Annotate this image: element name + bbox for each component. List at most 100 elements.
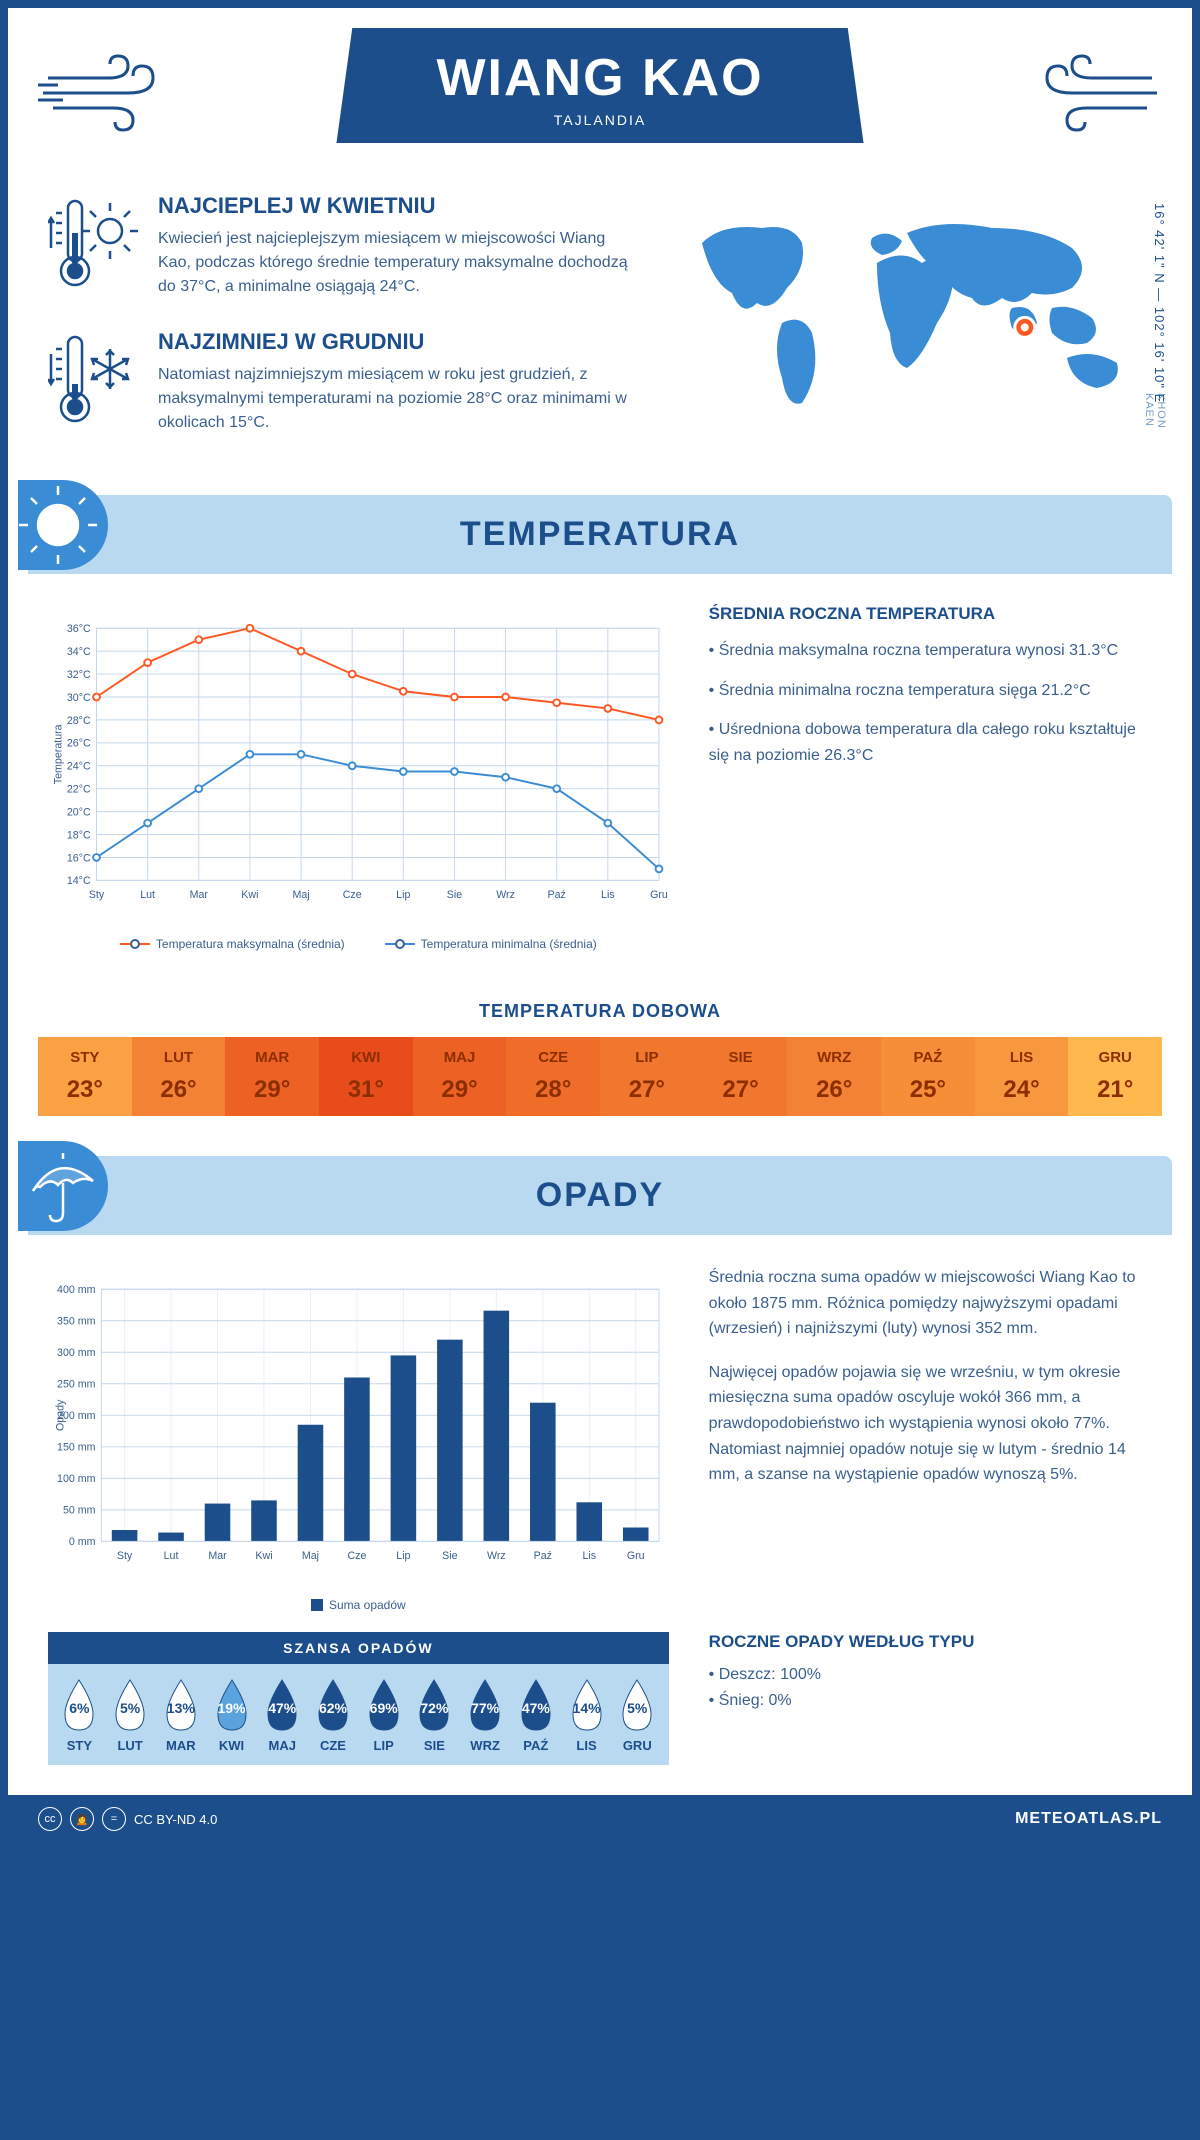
intro-text-column: NAJCIEPLEJ W KWIETNIU Kwiecień jest najc…: [48, 193, 642, 465]
svg-text:Sie: Sie: [442, 1550, 457, 1562]
svg-text:350 mm: 350 mm: [57, 1316, 96, 1328]
svg-text:Sty: Sty: [89, 889, 105, 901]
legend-max: Temperatura maksymalna (średnia): [156, 937, 345, 951]
precip-para-1: Średnia roczna suma opadów w miejscowośc…: [709, 1265, 1152, 1342]
temperature-chart: 14°C 16°C 18°C 20°C 22°C 24°C 26°C 28°C 30°C 32°C…: [48, 604, 669, 924]
wind-icon: [1032, 48, 1162, 138]
chance-cell: 47% MAJ: [257, 1676, 308, 1753]
daily-cell: MAR 29°: [225, 1037, 319, 1116]
infographic-page: WIANG KAO TAJLANDIA: [8, 8, 1192, 1843]
temp-legend: Temperatura maksymalna (średnia) Tempera…: [48, 937, 669, 951]
daily-cell: MAJ 29°: [413, 1037, 507, 1116]
svg-text:Sie: Sie: [447, 889, 462, 901]
svg-text:Mar: Mar: [190, 889, 209, 901]
precip-title: OPADY: [28, 1176, 1172, 1215]
precip-types: ROCZNE OPADY WEDŁUG TYPU • Deszcz: 100% …: [709, 1632, 1152, 1765]
precip-chart: 0 mm50 mm100 mm150 mm200 mm250 mm300 mm3…: [48, 1265, 669, 1585]
warmest-block: NAJCIEPLEJ W KWIETNIU Kwiecień jest najc…: [48, 193, 642, 299]
temperature-body: 14°C 16°C 18°C 20°C 22°C 24°C 26°C 28°C 30°C 32°C…: [8, 574, 1192, 981]
svg-text:Lip: Lip: [396, 889, 410, 901]
precip-legend-label: Suma opadów: [329, 1598, 406, 1612]
svg-text:Lis: Lis: [601, 889, 615, 901]
svg-text:Lis: Lis: [582, 1550, 596, 1562]
chance-cell: 62% CZE: [308, 1676, 359, 1753]
chance-cell: 47% PAŹ: [510, 1676, 561, 1753]
svg-text:Kwi: Kwi: [241, 889, 258, 901]
chance-cell: 5% LUT: [105, 1676, 156, 1753]
nd-icon: =: [102, 1807, 126, 1831]
temp-stat-1: • Średnia maksymalna roczna temperatura …: [709, 638, 1152, 664]
svg-text:26°C: 26°C: [67, 738, 91, 750]
precip-types-title: ROCZNE OPADY WEDŁUG TYPU: [709, 1632, 1152, 1652]
svg-text:22°C: 22°C: [67, 784, 91, 796]
precip-para-2: Najwięcej opadów pojawia się we wrześniu…: [709, 1360, 1152, 1488]
svg-text:Lip: Lip: [396, 1550, 410, 1562]
svg-text:Maj: Maj: [302, 1550, 319, 1562]
daily-cell: KWI 31°: [319, 1037, 413, 1116]
svg-text:28°C: 28°C: [67, 715, 91, 727]
precip-section-header: OPADY: [28, 1156, 1172, 1235]
svg-text:34°C: 34°C: [67, 646, 91, 658]
svg-text:Gru: Gru: [627, 1550, 645, 1562]
svg-text:100 mm: 100 mm: [57, 1473, 96, 1485]
temperature-section-header: TEMPERATURA: [28, 495, 1172, 574]
region-label: KHON KAEN: [1143, 393, 1167, 465]
svg-text:24°C: 24°C: [67, 761, 91, 773]
precip-legend: Suma opadów: [48, 1598, 669, 1612]
footer: cc 🙍 = CC BY-ND 4.0 METEOATLAS.PL: [8, 1795, 1192, 1843]
precip-type-2: • Śnieg: 0%: [709, 1688, 1152, 1714]
svg-text:400 mm: 400 mm: [57, 1284, 96, 1296]
daily-cell: CZE 28°: [506, 1037, 600, 1116]
svg-text:Paź: Paź: [534, 1550, 552, 1562]
svg-text:30°C: 30°C: [67, 692, 91, 704]
coldest-block: NAJZIMNIEJ W GRUDNIU Natomiast najzimnie…: [48, 329, 642, 435]
license-text: CC BY-ND 4.0: [134, 1812, 217, 1827]
precip-body: 0 mm50 mm100 mm150 mm200 mm250 mm300 mm3…: [8, 1235, 1192, 1632]
svg-text:Paź: Paź: [548, 889, 566, 901]
svg-text:20°C: 20°C: [67, 806, 91, 818]
svg-text:Cze: Cze: [347, 1550, 366, 1562]
svg-text:50 mm: 50 mm: [63, 1505, 96, 1517]
chance-cell: 72% SIE: [409, 1676, 460, 1753]
header: WIANG KAO TAJLANDIA: [8, 8, 1192, 173]
svg-text:250 mm: 250 mm: [57, 1379, 96, 1391]
svg-text:300 mm: 300 mm: [57, 1347, 96, 1359]
by-icon: 🙍: [70, 1807, 94, 1831]
daily-cell: LIS 24°: [975, 1037, 1069, 1116]
chance-row: 6% STY 5% LUT 13% MAR 19%: [48, 1664, 669, 1765]
chance-cell: 5% GRU: [612, 1676, 663, 1753]
svg-text:32°C: 32°C: [67, 669, 91, 681]
chance-title: SZANSA OPADÓW: [48, 1632, 669, 1664]
header-banner: WIANG KAO TAJLANDIA: [336, 28, 863, 143]
svg-text:Lut: Lut: [140, 889, 155, 901]
temp-stat-3: • Uśredniona dobowa temperatura dla całe…: [709, 717, 1152, 768]
thermometer-cold-icon: [48, 329, 138, 429]
temp-stat-2: • Średnia minimalna roczna temperatura s…: [709, 678, 1152, 704]
daily-cell: LUT 26°: [132, 1037, 226, 1116]
thermometer-hot-icon: [48, 193, 138, 293]
svg-text:Lut: Lut: [164, 1550, 179, 1562]
footer-license: cc 🙍 = CC BY-ND 4.0: [38, 1807, 217, 1831]
svg-text:16°C: 16°C: [67, 852, 91, 864]
chance-table: SZANSA OPADÓW 6% STY 5% LUT 13%: [48, 1632, 669, 1765]
svg-text:0 mm: 0 mm: [69, 1536, 96, 1548]
legend-min: Temperatura minimalna (średnia): [421, 937, 597, 951]
daily-cell: SIE 27°: [694, 1037, 788, 1116]
svg-text:18°C: 18°C: [67, 829, 91, 841]
svg-text:Opady: Opady: [55, 1399, 67, 1431]
world-map: [672, 193, 1152, 433]
svg-text:Wrz: Wrz: [496, 889, 515, 901]
daily-cell: GRU 21°: [1068, 1037, 1162, 1116]
chance-cell: 14% LIS: [561, 1676, 612, 1753]
daily-temp-table: STY 23° LUT 26° MAR 29° KWI 31° MAJ 29° …: [38, 1037, 1162, 1116]
svg-text:14°C: 14°C: [67, 875, 91, 887]
precip-chart-wrap: 0 mm50 mm100 mm150 mm200 mm250 mm300 mm3…: [48, 1265, 669, 1612]
daily-temp-title: TEMPERATURA DOBOWA: [8, 1001, 1192, 1022]
temp-stats-title: ŚREDNIA ROCZNA TEMPERATURA: [709, 604, 1152, 624]
sun-badge-icon: [18, 480, 108, 570]
map-column: 16° 42' 1" N — 102° 16' 10" E KHON KAEN: [672, 193, 1152, 465]
svg-text:Maj: Maj: [292, 889, 309, 901]
svg-text:Mar: Mar: [208, 1550, 227, 1562]
precip-text: Średnia roczna suma opadów w miejscowośc…: [709, 1265, 1152, 1612]
daily-cell: WRZ 26°: [787, 1037, 881, 1116]
